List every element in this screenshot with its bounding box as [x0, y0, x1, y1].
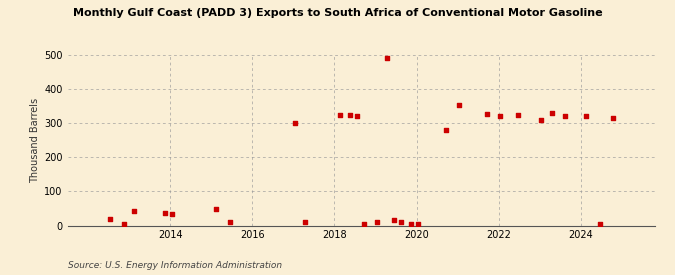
Point [406, 222, 417, 227]
Point [495, 114, 506, 119]
Point [358, 222, 369, 226]
Point [560, 114, 571, 119]
Point [546, 111, 557, 115]
Point [389, 218, 400, 222]
Point [396, 220, 406, 224]
Point [225, 220, 236, 224]
Point [334, 112, 345, 117]
Point [290, 121, 300, 125]
Point [105, 217, 115, 222]
Point [440, 128, 451, 132]
Point [159, 211, 170, 215]
Point [372, 220, 383, 224]
Text: Monthly Gulf Coast (PADD 3) Exports to South Africa of Conventional Motor Gasoli: Monthly Gulf Coast (PADD 3) Exports to S… [73, 8, 602, 18]
Point [536, 118, 547, 122]
Text: Source: U.S. Energy Information Administration: Source: U.S. Energy Information Administ… [68, 260, 281, 270]
Point [167, 211, 178, 216]
Point [351, 114, 362, 119]
Point [382, 56, 393, 60]
Point [512, 112, 523, 117]
Point [413, 222, 424, 226]
Point [344, 112, 355, 117]
Point [481, 111, 492, 116]
Y-axis label: Thousand Barrels: Thousand Barrels [30, 98, 40, 183]
Point [580, 114, 591, 119]
Point [608, 116, 619, 120]
Point [454, 103, 465, 107]
Point [211, 207, 222, 211]
Point [594, 222, 605, 226]
Point [300, 220, 310, 224]
Point [119, 222, 130, 226]
Point [129, 209, 140, 213]
